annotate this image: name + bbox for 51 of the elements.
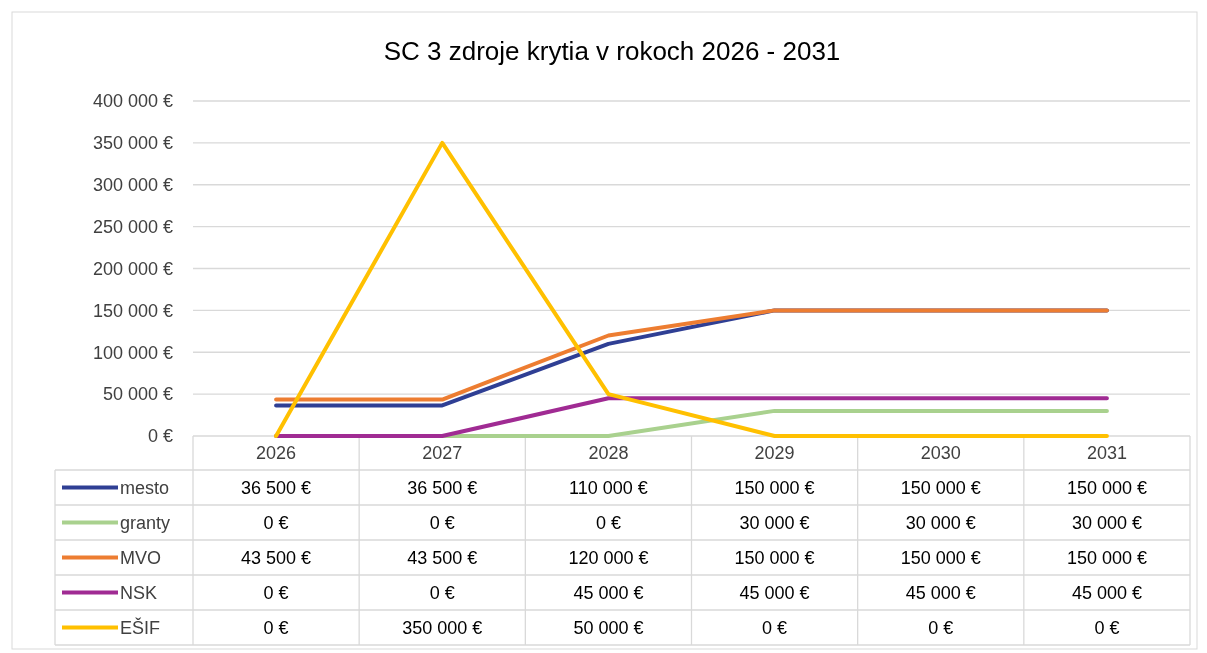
- data-label: 45 000 €: [905, 582, 976, 603]
- x-tick-label: 2028: [588, 443, 629, 464]
- data-label: 30 000 €: [905, 512, 976, 533]
- data-label: 150 000 €: [900, 477, 981, 498]
- data-label: 0 €: [263, 582, 289, 603]
- data-label: 120 000 €: [568, 547, 649, 568]
- data-label: 350 000 €: [402, 617, 483, 638]
- data-label: 0 €: [263, 617, 289, 638]
- legend-label: EŠIF: [120, 616, 161, 638]
- y-tick-label: 50 000 €: [102, 384, 173, 405]
- data-label: 50 000 €: [573, 617, 644, 638]
- y-tick-label: 0 €: [147, 426, 173, 447]
- legend-label: granty: [120, 512, 171, 533]
- data-label: 0 €: [762, 617, 788, 638]
- x-tick-label: 2031: [1086, 443, 1127, 464]
- data-label: 36 500 €: [241, 477, 312, 498]
- data-label: 0 €: [429, 582, 455, 603]
- chart-title: SC 3 zdroje krytia v rokoch 2026 - 2031: [383, 36, 841, 66]
- x-tick-label: 2026: [256, 443, 297, 464]
- y-tick-label: 150 000 €: [92, 300, 173, 321]
- data-label: 150 000 €: [900, 547, 981, 568]
- data-label: 43 500 €: [407, 547, 478, 568]
- data-label: 30 000 €: [1071, 512, 1142, 533]
- y-tick-label: 100 000 €: [92, 342, 173, 363]
- data-label: 0 €: [263, 512, 289, 533]
- x-tick-label: 2027: [422, 443, 463, 464]
- y-tick-label: 400 000 €: [92, 91, 173, 112]
- data-label: 150 000 €: [734, 477, 815, 498]
- data-label: 45 000 €: [1071, 582, 1142, 603]
- legend-label: NSK: [120, 582, 158, 603]
- data-label: 45 000 €: [739, 582, 810, 603]
- y-tick-label: 250 000 €: [92, 216, 173, 237]
- data-label: 150 000 €: [734, 547, 815, 568]
- data-label: 150 000 €: [1066, 547, 1147, 568]
- data-label: 45 000 €: [573, 582, 644, 603]
- data-label: 0 €: [429, 512, 455, 533]
- y-tick-label: 350 000 €: [92, 133, 173, 154]
- data-label: 36 500 €: [407, 477, 478, 498]
- data-label: 30 000 €: [739, 512, 810, 533]
- legend-label: mesto: [120, 477, 170, 498]
- data-label: 43 500 €: [241, 547, 312, 568]
- legend-label: MVO: [120, 547, 162, 568]
- data-label: 0 €: [595, 512, 621, 533]
- y-tick-label: 300 000 €: [92, 175, 173, 196]
- x-tick-label: 2030: [920, 443, 961, 464]
- data-label: 110 000 €: [569, 477, 648, 498]
- data-label: 0 €: [928, 617, 954, 638]
- y-tick-label: 200 000 €: [92, 258, 173, 279]
- x-tick-label: 2029: [754, 443, 795, 464]
- data-label: 150 000 €: [1066, 477, 1147, 498]
- data-label: 0 €: [1094, 617, 1120, 638]
